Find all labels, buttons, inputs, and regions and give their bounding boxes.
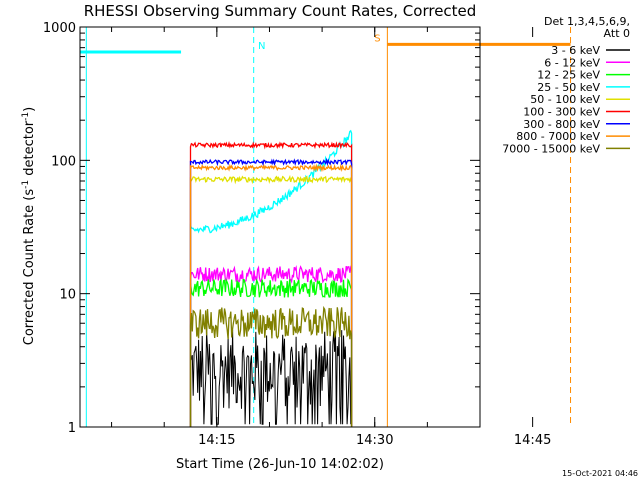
x-tick-label: 14:30 [356, 433, 393, 448]
legend-header-attenuator: Att 0 [604, 27, 630, 40]
legend-header-detectors: Det 1,3,4,5,6,9, [544, 15, 630, 28]
flag-label-S: S [374, 33, 380, 44]
y-tick-label: 1 [68, 421, 76, 436]
plot-frame [79, 26, 481, 428]
series-line-8 [189, 163, 353, 427]
x-axis-label: Start Time (26-Jun-10 14:02:02) [176, 457, 384, 472]
legend-label-3: 12 - 25 keV [537, 69, 600, 82]
y-tick-label: 100 [51, 154, 76, 169]
series-line-5 [189, 174, 353, 427]
legend-label-2: 6 - 12 keV [544, 56, 600, 69]
y-axis-label: Corrected Count Rate (s-1 detector-1) [21, 107, 37, 345]
series-line-3 [189, 278, 353, 427]
y-tick-label: 10 [59, 288, 76, 303]
legend-label-4: 25 - 50 keV [537, 81, 600, 94]
series-line-7 [189, 157, 353, 427]
legend-label-1: 3 - 6 keV [551, 44, 600, 57]
y-tick-label: 1000 [43, 21, 76, 36]
series-line-2 [189, 264, 353, 427]
flag-label-N: N [258, 41, 265, 52]
x-tick-label: 14:15 [198, 433, 235, 448]
timestamp: 15-Oct-2021 04:46 [562, 469, 638, 478]
legend-label-9: 7000 - 15000 keV [502, 142, 600, 155]
legend-label-6: 100 - 300 keV [523, 106, 600, 119]
legend-label-5: 50 - 100 keV [530, 93, 600, 106]
legend-label-8: 800 - 7000 keV [516, 130, 600, 143]
series-line-1 [190, 329, 353, 427]
series-line-9 [189, 305, 353, 427]
series-line-4 [189, 129, 353, 427]
chart-title: RHESSI Observing Summary Count Rates, Co… [84, 2, 477, 20]
legend-label-7: 300 - 800 keV [523, 118, 600, 131]
x-tick-label: 14:45 [514, 433, 551, 448]
plot-area: NS110100100014:1514:3014:4515:0015:1515:… [43, 21, 572, 448]
series-line-6 [189, 140, 353, 427]
